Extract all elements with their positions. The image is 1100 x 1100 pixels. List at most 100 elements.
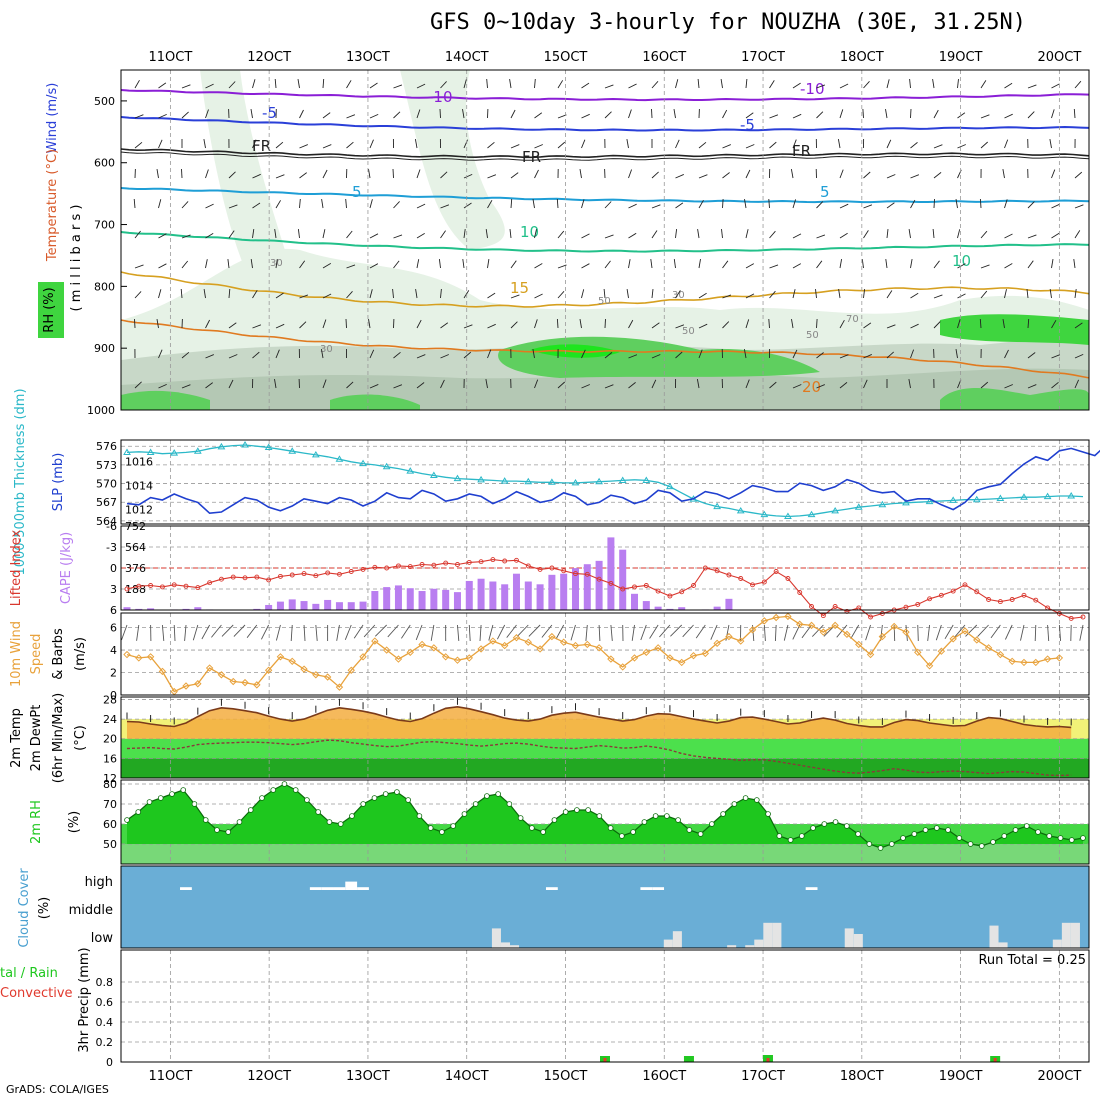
thickness-tick-label: 567: [96, 496, 117, 509]
rh-tick-label: 60: [103, 818, 117, 831]
upper-wind-barb: [299, 321, 307, 329]
upper-wind-barb: [557, 264, 567, 269]
rh-point: [945, 827, 951, 833]
upper-wind-barb: [581, 113, 590, 119]
li-point: [431, 562, 437, 568]
x-tick-bottom: 17OCT: [741, 1069, 785, 1084]
upper-wind-barb: [463, 229, 466, 239]
upper-wind-barb: [791, 319, 794, 329]
upper-wind-barb: [275, 323, 285, 329]
upper-wind-barb: [839, 259, 843, 269]
wind-speed-point: [843, 630, 851, 639]
cape-bar: [288, 599, 296, 610]
rh-point: [922, 827, 929, 833]
low-cloud-bar: [853, 934, 863, 948]
rh-point: [787, 837, 794, 843]
surface-wind-barb: [336, 624, 340, 641]
upper-contour-label: FR: [792, 142, 811, 160]
upper-wind-barb: [463, 79, 467, 89]
upper-wind-barb: [534, 319, 538, 329]
rh-point: [776, 833, 783, 839]
slp-tick-label: 1014: [125, 480, 153, 493]
rh-point: [754, 797, 760, 803]
upper-wind-barb: [743, 349, 747, 359]
li-point: [820, 613, 826, 619]
upper-wind-barb: [698, 323, 708, 329]
wind-ylabel-c: & Barbs: [51, 628, 66, 680]
high-cloud-bar: [357, 887, 369, 890]
x-tick-top: 19OCT: [939, 50, 983, 65]
wind-ylabel-a: 10m Wind: [9, 621, 24, 687]
slp-tick-label: 1016: [125, 456, 153, 469]
upper-wind-barb: [463, 202, 472, 209]
rh-point: [697, 831, 704, 837]
upper-wind-barb: [416, 319, 422, 329]
li-point: [962, 582, 968, 588]
li-point: [466, 559, 472, 565]
upper-wind-barb: [651, 204, 661, 209]
li-point: [714, 568, 720, 574]
upper-wind-barb: [628, 382, 636, 389]
rh-point: [427, 825, 434, 831]
surface-wind-barb: [516, 624, 529, 637]
upper-wind-barb: [181, 260, 189, 269]
x-tick-top: 16OCT: [642, 50, 686, 65]
upper-wind-barb: [274, 379, 277, 389]
upper-contour-label: -10: [428, 88, 453, 106]
cape-ylabel-li: Lifted Index: [9, 529, 24, 606]
wind-speed-point: [500, 641, 509, 650]
x-tick-bottom: 20OCT: [1037, 1069, 1081, 1084]
upper-wind-barb: [440, 81, 447, 89]
temp-band-1: [121, 738, 1089, 759]
upper-wind-barb: [839, 319, 845, 329]
upper-wind-barb: [839, 169, 844, 179]
footer-credit: GrADS: COLA/IGES: [6, 1083, 109, 1096]
upper-contour-label: 50: [598, 296, 611, 307]
rh-shade-8: [940, 314, 1089, 345]
upper-wind-barb: [345, 318, 347, 329]
thickness-point: [996, 494, 1005, 501]
surface-wind-barb: [192, 624, 199, 641]
contour-minus10: [120, 89, 1090, 102]
high-cloud-bar: [545, 887, 558, 890]
upper-wind-barb: [369, 139, 374, 149]
surface-wind-barb: [211, 624, 222, 638]
rh-point: [911, 831, 918, 837]
cape-bar: [383, 587, 391, 610]
li-point: [124, 586, 130, 592]
cloud-ylabel-unit: (%): [37, 897, 52, 920]
upper-wind-barb: [557, 80, 564, 89]
upper-wind-barb: [299, 144, 308, 149]
upper-wind-barb: [252, 79, 256, 89]
rh-point: [540, 829, 546, 835]
thickness-point: [429, 471, 438, 478]
upper-wind-barb: [886, 202, 895, 209]
upper-wind-barb: [321, 199, 324, 209]
contour-10: [120, 231, 1090, 253]
li-point: [171, 582, 177, 588]
upper-wind-barb: [885, 109, 888, 119]
upper-wind-barb: [557, 381, 566, 389]
rh-point: [675, 817, 681, 823]
surface-wind-barb: [344, 624, 352, 640]
li-point: [254, 574, 260, 580]
thickness-point: [713, 502, 722, 510]
upper-wind-barb: [393, 201, 400, 209]
upper-wind-barb: [886, 139, 892, 149]
surface-wind-barb: [315, 624, 318, 641]
upper-wind-barb: [180, 288, 183, 299]
li-point: [384, 565, 390, 571]
upper-wind-barb: [252, 229, 255, 239]
upper-wind-barb: [1026, 289, 1029, 299]
low-cloud-bar: [510, 945, 520, 948]
upper-wind-barb: [957, 112, 966, 119]
wind-speed-point: [618, 663, 627, 671]
upper-wind-barb: [227, 259, 230, 269]
rh-point: [1001, 833, 1008, 839]
surface-wind-barb: [570, 624, 576, 641]
thickness-point: [1067, 492, 1076, 499]
upper-wind-barb: [910, 199, 916, 209]
upper-wind-barb: [910, 142, 918, 149]
surface-wind-barb: [774, 624, 777, 642]
upper-ylabel-pressure: ( m i l l i b a r s ): [69, 205, 84, 312]
